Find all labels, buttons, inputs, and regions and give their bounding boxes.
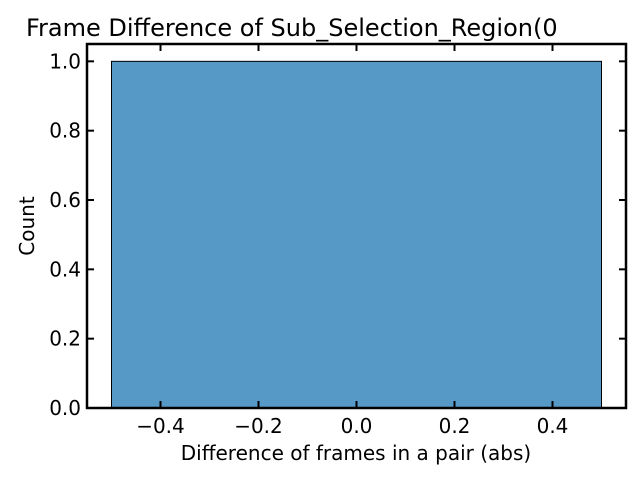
- x-axis-label: Difference of frames in a pair (abs): [181, 441, 531, 465]
- x-tick-label-2: 0.0: [341, 414, 373, 438]
- x-tick-label-0: −0.4: [136, 414, 185, 438]
- chart-title: Frame Difference of Sub_Selection_Region…: [26, 14, 558, 42]
- y-tick-label-2: 0.4: [49, 257, 81, 281]
- histogram-bar-0: [111, 60, 602, 409]
- x-tick-label-1: −0.2: [234, 414, 283, 438]
- x-tick-label-4: 0.4: [537, 414, 569, 438]
- x-tick-label-3: 0.2: [439, 414, 471, 438]
- y-axis-label: Count: [15, 196, 39, 256]
- y-tick-label-3: 0.6: [49, 188, 81, 212]
- plot-area: −0.4 −0.2 0.0 0.2 0.4 0.0 0.2 0.4 0.6 0.8 1.0: [49, 42, 628, 438]
- y-tick-label-4: 0.8: [49, 119, 81, 143]
- y-tick-label-0: 0.0: [49, 396, 81, 420]
- y-tick-label-5: 1.0: [49, 49, 81, 73]
- y-tick-label-1: 0.2: [49, 327, 81, 351]
